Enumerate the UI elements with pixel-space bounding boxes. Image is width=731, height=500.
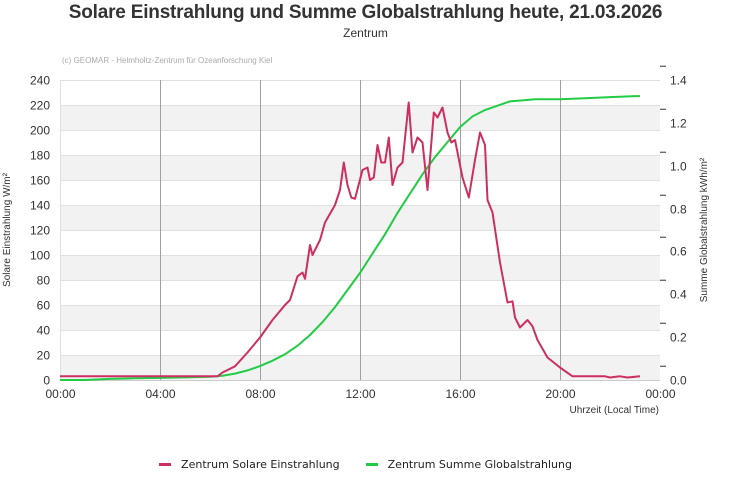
x-axis-title: Uhrzeit (Local Time) [570, 405, 659, 416]
legend-label-global: Zentrum Summe Globalstrahlung [387, 458, 572, 471]
right-axis-ticks: 0.0 0.2 0.4 0.6 0.8 1.0 1.2 1.4 [660, 65, 687, 388]
chart-subtitle: Zentrum [343, 26, 388, 40]
y-axis-title: Solare Einstrahlung W/m² [2, 172, 13, 287]
x-tick-label: 04:00 [145, 387, 175, 401]
y-tick-label: 220 [30, 99, 50, 113]
chart-plot: 0 20 40 60 80 100 120 140 160 180 200 220 240 0.0 0.2… [2, 65, 710, 416]
series-solar-line[interactable] [60, 101, 641, 379]
chart-title: Solare Einstrahlung und Summe Globalstra… [68, 2, 663, 23]
y-tick-label: 100 [30, 249, 50, 263]
y-tick-label: 120 [30, 224, 50, 238]
legend-swatch-global-icon [365, 463, 378, 466]
y2-tick-label: 0.4 [670, 288, 687, 302]
y2-tick-label: 1.0 [670, 160, 687, 174]
left-axis-ticks: 0 20 40 60 80 100 120 140 160 180 200 220 240 [30, 74, 50, 388]
y-tick-label: 140 [30, 199, 50, 213]
legend-swatch-solar-icon [159, 463, 172, 466]
x-tick-label: 00:00 [645, 387, 675, 401]
y2-tick-label: 0.6 [670, 245, 687, 259]
legend-label-solar: Zentrum Solare Einstrahlung [181, 458, 340, 471]
vertical-gridlines [160, 80, 561, 380]
y2-axis-title: Summe Globalstrahlung kWh/m² [699, 157, 710, 302]
legend: Zentrum Solare Einstrahlung Zentrum Summ… [0, 458, 731, 471]
legend-item-global[interactable]: Zentrum Summe Globalstrahlung [365, 458, 572, 471]
y2-tick-label: 1.2 [670, 117, 687, 131]
x-tick-label: 08:00 [245, 387, 275, 401]
y-tick-label: 0 [43, 374, 50, 388]
y-tick-label: 80 [37, 274, 51, 288]
y2-tick-label: 0.2 [670, 331, 687, 345]
y-tick-label: 240 [30, 74, 50, 88]
legend-item-solar[interactable]: Zentrum Solare Einstrahlung [159, 458, 340, 471]
x-tick-label: 20:00 [545, 387, 575, 401]
y-tick-label: 20 [37, 349, 51, 363]
y-tick-label: 40 [37, 324, 51, 338]
y-tick-label: 180 [30, 149, 50, 163]
x-tick-label: 12:00 [345, 387, 375, 401]
x-tick-label: 16:00 [445, 387, 475, 401]
y2-tick-label: 1.4 [670, 74, 687, 88]
y-tick-label: 60 [37, 299, 51, 313]
credit-text: (c) GEOMAR - Helmholtz-Zentrum für Ozean… [62, 56, 273, 65]
y-tick-label: 160 [30, 174, 50, 188]
series-global-line[interactable] [60, 95, 640, 381]
x-tick-label: 00:00 [45, 387, 75, 401]
y-tick-label: 200 [30, 124, 50, 138]
y2-tick-label: 0.8 [670, 203, 687, 217]
y2-tick-label: 0.0 [670, 374, 687, 388]
x-axis-ticks: 00:00 04:00 08:00 12:00 16:00 20:00 00:00 [45, 387, 675, 401]
